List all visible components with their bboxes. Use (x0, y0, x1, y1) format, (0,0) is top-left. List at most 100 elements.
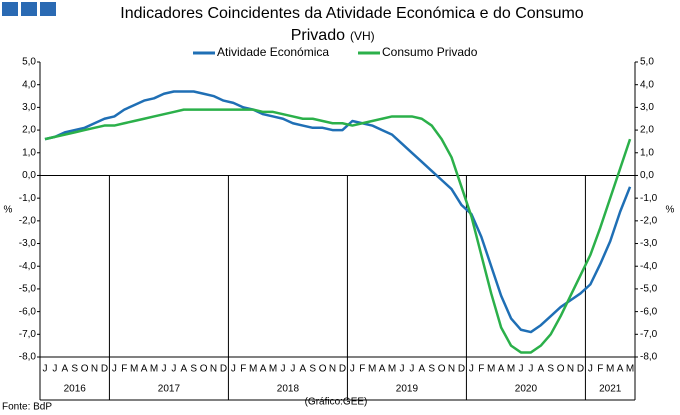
x-tick-label: M (487, 364, 495, 375)
x-tick-label: S (428, 364, 435, 375)
x-tick-label: N (567, 364, 574, 375)
y-tick-label: -6,0 (19, 306, 37, 317)
x-tick-label: S (71, 364, 78, 375)
x-tick-label: J (469, 364, 474, 375)
x-tick-label: M (130, 364, 138, 375)
y2-tick-label: -5,0 (640, 284, 658, 295)
x-tick-label: J (518, 364, 523, 375)
y-tick-label: -7,0 (19, 329, 37, 340)
year-label: 2018 (277, 384, 300, 395)
y-tick-label: -4,0 (19, 261, 37, 272)
x-tick-label: M (150, 364, 158, 375)
y2-tick-label: -8,0 (640, 352, 658, 363)
y-tick-label: -2,0 (19, 215, 37, 226)
y-tick-label: -8,0 (19, 352, 37, 363)
x-tick-label: D (577, 364, 584, 375)
x-tick-label: S (309, 364, 316, 375)
chart-subtitle: (VH) (350, 29, 375, 43)
year-label: 2021 (599, 384, 622, 395)
series-line (44, 108, 632, 354)
y2-tick-label: 2,0 (640, 125, 654, 136)
logo-square (21, 2, 37, 16)
y-tick-label: 4,0 (22, 79, 36, 90)
x-tick-label: S (190, 364, 197, 375)
x-tick-label: J (112, 364, 117, 375)
x-tick-label: A (61, 364, 68, 375)
logo-square (40, 2, 56, 16)
x-tick-label: M (249, 364, 257, 375)
x-tick-label: J (280, 364, 285, 375)
x-tick-label: A (180, 364, 187, 375)
x-tick-label: A (537, 364, 544, 375)
y-tick-label: -5,0 (19, 284, 37, 295)
x-tick-label: M (368, 364, 376, 375)
x-tick-label: J (409, 364, 414, 375)
year-label: 2016 (64, 384, 87, 395)
y-axis-label: % (4, 205, 13, 216)
x-tick-label: J (161, 364, 166, 375)
x-tick-label: N (91, 364, 98, 375)
y-tick-label: -3,0 (19, 238, 37, 249)
x-tick-label: M (269, 364, 277, 375)
x-tick-label: F (240, 364, 246, 375)
x-tick-label: O (81, 364, 89, 375)
x-tick-label: A (299, 364, 306, 375)
y2-tick-label: -2,0 (640, 215, 658, 226)
x-tick-label: A (498, 364, 505, 375)
y2-tick-label: 3,0 (640, 102, 654, 113)
x-tick-label: F (597, 364, 603, 375)
x-tick-label: N (448, 364, 455, 375)
y2-tick-label: -3,0 (640, 238, 658, 249)
y2-tick-label: -7,0 (640, 329, 658, 340)
credit: (Gráfico:GEE) (305, 397, 368, 408)
y2-tick-label: 1,0 (640, 147, 654, 158)
x-tick-label: M (388, 364, 396, 375)
y2-tick-label: -1,0 (640, 193, 658, 204)
x-tick-label: D (220, 364, 227, 375)
x-tick-label: O (557, 364, 565, 375)
x-tick-label: J (588, 364, 593, 375)
year-label: 2019 (396, 384, 419, 395)
logo-square (2, 2, 18, 16)
x-tick-label: M (626, 364, 634, 375)
y2-tick-label: -6,0 (640, 306, 658, 317)
x-tick-label: J (52, 364, 57, 375)
y2-tick-label: -4,0 (640, 261, 658, 272)
chart-title: Indicadores Coincidentes da Atividade Ec… (120, 5, 583, 22)
x-tick-label: N (329, 364, 336, 375)
source: Fonte: BdP (2, 402, 52, 413)
x-tick-label: D (339, 364, 346, 375)
x-tick-label: M (507, 364, 515, 375)
x-tick-label: M (606, 364, 614, 375)
legend-label: Consumo Privado (382, 45, 478, 59)
series-line (44, 90, 632, 334)
legend-label: Atividade Económica (217, 45, 329, 59)
y2-tick-label: 0,0 (640, 170, 654, 181)
x-tick-label: F (121, 364, 127, 375)
x-tick-label: D (101, 364, 108, 375)
y-tick-label: -1,0 (19, 193, 37, 204)
x-tick-label: A (418, 364, 425, 375)
x-tick-label: O (438, 364, 446, 375)
y2-tick-label: 5,0 (640, 57, 654, 68)
x-tick-label: F (478, 364, 484, 375)
y2-tick-label: 4,0 (640, 79, 654, 90)
x-tick-label: J (231, 364, 236, 375)
y-tick-label: 1,0 (22, 147, 36, 158)
x-tick-label: A (141, 364, 148, 375)
x-tick-label: S (547, 364, 554, 375)
x-tick-label: N (210, 364, 217, 375)
year-label: 2020 (515, 384, 538, 395)
y-tick-label: 0,0 (22, 170, 36, 181)
chart-title-line2: Privado (291, 27, 345, 44)
y-tick-label: 2,0 (22, 125, 36, 136)
x-tick-label: D (458, 364, 465, 375)
y2-axis-label: % (666, 205, 675, 216)
x-tick-label: J (171, 364, 176, 375)
x-tick-label: A (260, 364, 267, 375)
x-tick-label: O (200, 364, 208, 375)
x-tick-label: J (290, 364, 295, 375)
x-tick-label: J (528, 364, 533, 375)
x-tick-label: J (350, 364, 355, 375)
